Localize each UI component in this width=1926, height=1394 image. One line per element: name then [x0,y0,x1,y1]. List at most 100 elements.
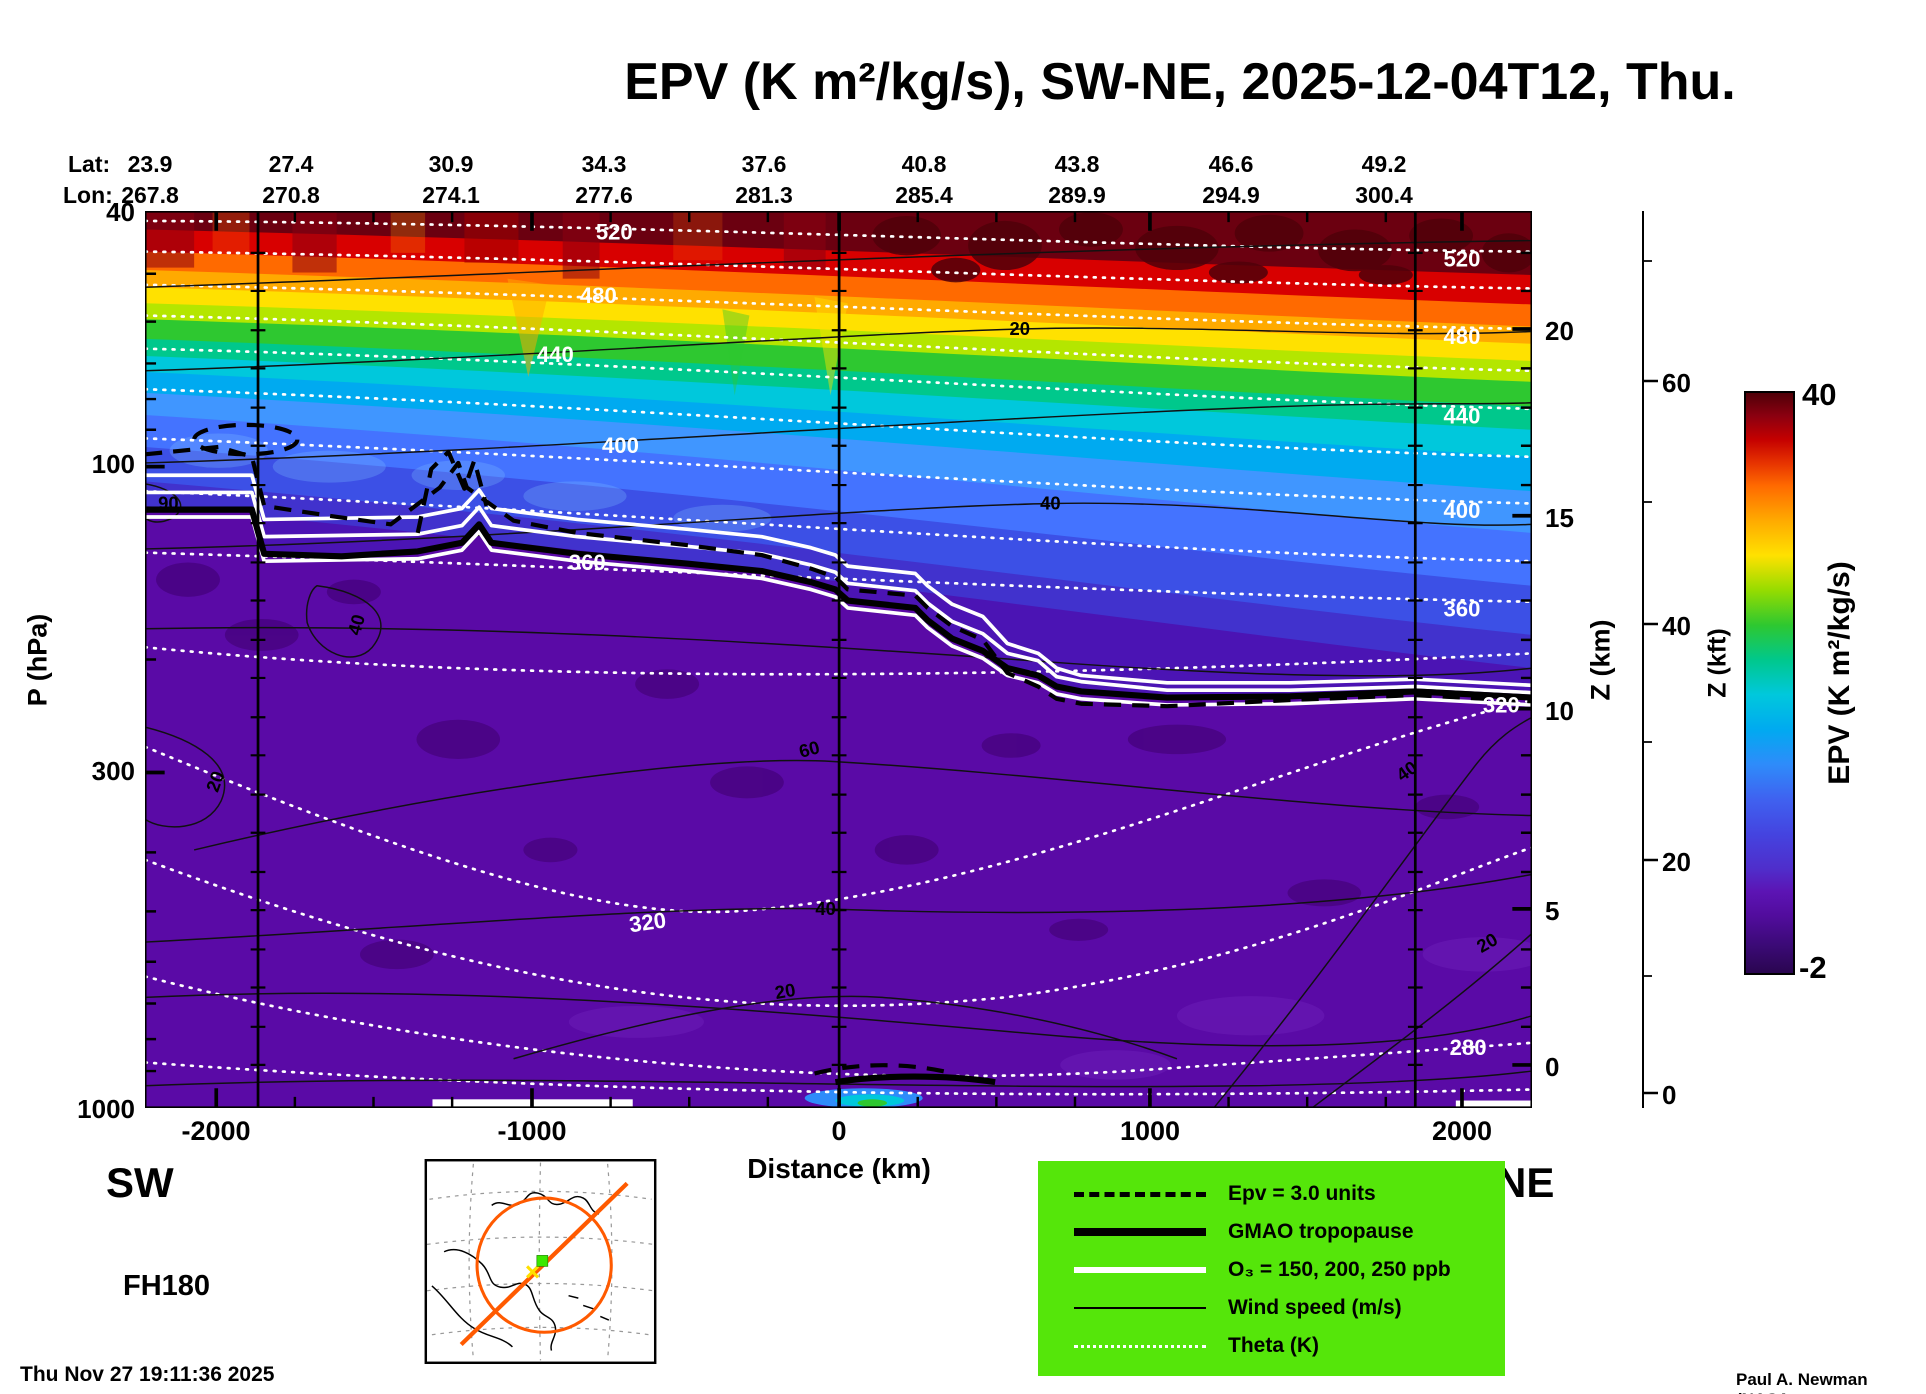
legend-item-tropopause: GMAO tropopause [1038,1213,1505,1251]
map-center-marker-icon [536,1255,549,1267]
epv3-contour [145,422,1532,1076]
plot-frame [145,211,1532,1108]
zkm-tick-label: 15 [1545,503,1574,533]
epv-colorbar [1744,391,1795,975]
zkm-tick-label: 10 [1545,696,1574,726]
thick-line-sample-icon [1074,1228,1206,1236]
lon-value: 285.4 [895,182,953,208]
theta-label: 520 [1444,246,1481,271]
inset-location-map [424,1159,657,1364]
lat-value: 34.3 [581,151,627,177]
lon-value: 300.4 [1355,182,1413,208]
creation-timestamp: Thu Nov 27 19:11:36 2025 [20,1363,275,1386]
wind-label: 40 [1040,493,1060,514]
map-range-circle [475,1196,613,1334]
colorbar-min-label: -2 [1799,950,1827,985]
legend: Epv = 3.0 units GMAO tropopause O₃ = 150… [1038,1161,1505,1376]
zkm-tick-label: 0 [1545,1052,1560,1082]
lat-value: 27.4 [268,151,314,177]
lon-value: 274.1 [422,182,480,208]
zkm-axis-label: Z (km) [1585,619,1616,701]
legend-label: Wind speed (m/s) [1228,1296,1402,1319]
thin-line-sample-icon [1074,1307,1206,1309]
zkft-tick-label: 40 [1662,611,1691,641]
dotted-line-sample-icon [1074,1344,1206,1348]
theta-label: 440 [537,342,574,367]
vertical-reference-lines [250,211,1423,1108]
x-tick-label: 1000 [1119,1116,1181,1146]
zkft-tick-label: 20 [1662,847,1691,877]
theta-label: 440 [1444,404,1481,429]
lat-value: 49.2 [1361,151,1407,177]
tropopause-line [145,506,1532,1086]
lat-value: 43.8 [1054,151,1100,177]
wind-label: 20 [773,979,797,1003]
p-tick-label: 40 [106,197,135,227]
legend-item-ozone: O₃ = 150, 200, 250 ppb [1038,1251,1505,1289]
theta-label: 360 [569,550,606,575]
theta-label: 360 [1444,597,1481,622]
theta-label: 320 [1483,692,1520,717]
theta-label: 480 [580,283,617,308]
lat-value: 40.8 [901,151,947,177]
lon-row-label: Lon: [63,182,113,208]
x-axis-label: Distance (km) [747,1153,931,1184]
page-title: EPV (K m²/kg/s), SW-NE, 2025-12-04T12, T… [624,53,1736,111]
lat-value: 30.9 [428,151,474,177]
lat-value: 23.9 [127,151,173,177]
main-plot: 520 520 480 480 440 440 400 400 360 360 … [145,211,1532,1108]
wind-label: 40 [815,898,835,919]
x-tick-label: -1000 [497,1116,567,1146]
zkm-tick-label: 20 [1545,316,1574,346]
wind-label: 20 [1009,318,1029,339]
lon-value: 294.9 [1202,182,1260,208]
white-line-sample-icon [1074,1267,1206,1273]
p-tick-label: 300 [91,756,135,786]
dashed-line-sample-icon [1074,1191,1206,1197]
lat-value: 37.6 [741,151,787,177]
zkft-axis [1642,211,1658,1108]
zkm-tick-label: 5 [1545,896,1560,926]
credit-text: Paul A. Newman (NASA [1736,1370,1868,1394]
map-center-cross-icon [525,1265,540,1279]
theta-label: 400 [602,433,639,458]
ozone-contours [145,473,1532,707]
zkft-axis-label: Z (kft) [1703,628,1732,698]
lon-value: 267.8 [121,182,179,208]
legend-label: Epv = 3.0 units [1228,1182,1376,1205]
p-tick-label: 100 [91,449,135,479]
lon-value: 270.8 [262,182,320,208]
zkft-tick-label: 60 [1662,368,1691,398]
legend-label: GMAO tropopause [1228,1220,1414,1243]
lat-value: 46.6 [1208,151,1254,177]
x-tick-label: 2000 [1431,1116,1493,1146]
lon-value: 289.9 [1048,182,1106,208]
theta-label: 280 [1450,1035,1487,1060]
legend-label: Theta (K) [1228,1334,1319,1357]
legend-label: O₃ = 150, 200, 250 ppb [1228,1258,1451,1281]
colorbar-max-label: 40 [1802,377,1837,412]
theta-label: 320 [628,907,668,937]
lon-value: 281.3 [735,182,793,208]
legend-item-theta: Theta (K) [1038,1327,1505,1365]
p-tick-label: 1000 [77,1094,135,1124]
theta-label: 520 [596,219,633,244]
theta-contour-labels: 520 520 480 480 440 440 400 400 360 360 … [537,219,1520,1060]
p-axis-label: P (hPa) [22,613,53,707]
ne-corner-label: NE [1496,1159,1555,1206]
lon-value: 277.6 [575,182,633,208]
x-tick-label: 0 [831,1116,847,1146]
sw-corner-label: SW [106,1159,174,1206]
legend-item-epv: Epv = 3.0 units [1038,1175,1505,1213]
forecast-hour-label: FH180 [123,1270,211,1302]
x-tick-label: -2000 [181,1116,251,1146]
zkft-tick-label: 0 [1662,1080,1677,1110]
theta-label: 480 [1444,324,1481,349]
legend-item-wind: Wind speed (m/s) [1038,1289,1505,1327]
lat-row-label: Lat: [68,151,111,177]
wind-contours [145,239,1532,1108]
wind-label: 90 [158,493,178,514]
colorbar-axis-label: EPV (K m²/kg/s) [1823,561,1856,785]
theta-label: 400 [1444,498,1481,523]
